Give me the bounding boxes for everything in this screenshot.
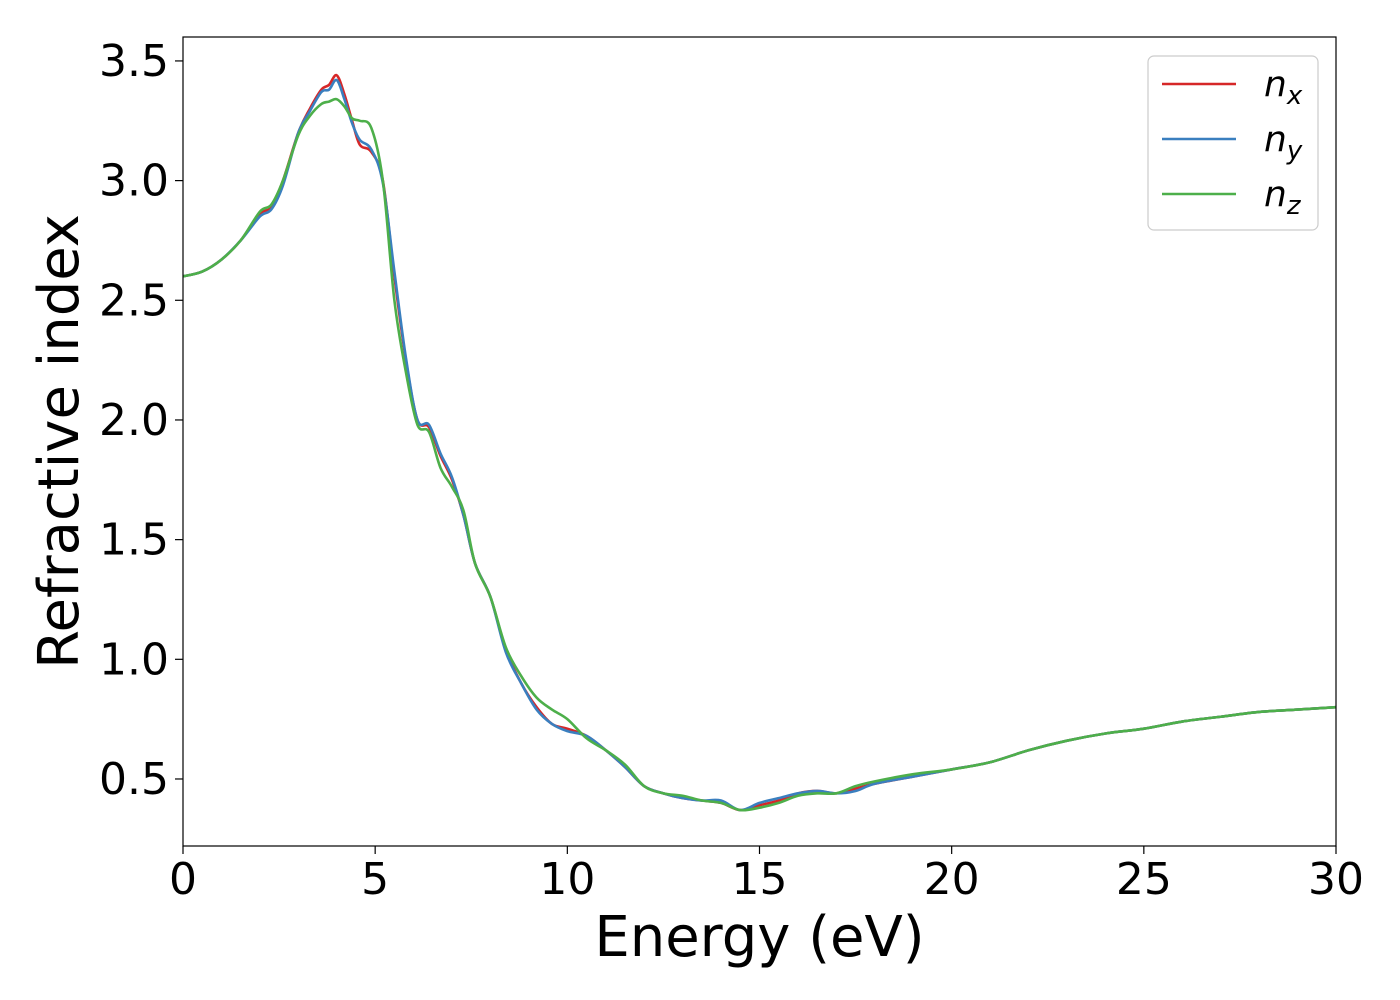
x-tick-label: 20	[924, 854, 980, 905]
y-tick-label: 1.0	[99, 634, 169, 685]
y-tick-label: 2.0	[99, 395, 169, 446]
series-layer	[183, 73, 1336, 812]
legend-label-base: n	[1264, 64, 1287, 105]
x-tick-label: 15	[732, 854, 788, 905]
legend-label-nz: nz	[1264, 174, 1302, 221]
x-tick-label: 25	[1116, 854, 1172, 905]
y-axis-ticks: 0.5 1.0 1.5 2.0 2.5 3.0 3.5	[99, 36, 183, 805]
x-tick-label: 5	[361, 854, 389, 905]
y-tick-label: 0.5	[99, 754, 169, 805]
legend-label-ny: ny	[1264, 119, 1303, 166]
legend-label-nx: nx	[1264, 64, 1303, 111]
x-axis-label: Energy (eV)	[594, 905, 924, 970]
legend-label-subscript: z	[1286, 191, 1302, 221]
y-tick-label: 3.5	[99, 36, 169, 87]
y-tick-label: 3.0	[99, 156, 169, 207]
axes-layer: 0 5 10 15 20 25 30 0.5 1.0 1.5 2.0 2.5 3.0 3.5 Energ…	[27, 36, 1364, 970]
y-axis-label: Refractive index	[27, 214, 92, 669]
y-tick-label: 1.5	[99, 515, 169, 566]
x-tick-label: 30	[1308, 854, 1364, 905]
series-line-nz	[183, 97, 1336, 812]
legend-label-subscript: y	[1286, 136, 1303, 166]
x-tick-label: 10	[539, 854, 595, 905]
legend-box	[1147, 55, 1319, 231]
legend-label-base: n	[1264, 174, 1287, 215]
legend-label-subscript: x	[1286, 81, 1303, 111]
x-tick-label: 0	[169, 854, 197, 905]
x-axis-ticks: 0 5 10 15 20 25 30	[169, 846, 1364, 905]
legend-label-base: n	[1264, 119, 1287, 160]
y-tick-label: 2.5	[99, 275, 169, 326]
